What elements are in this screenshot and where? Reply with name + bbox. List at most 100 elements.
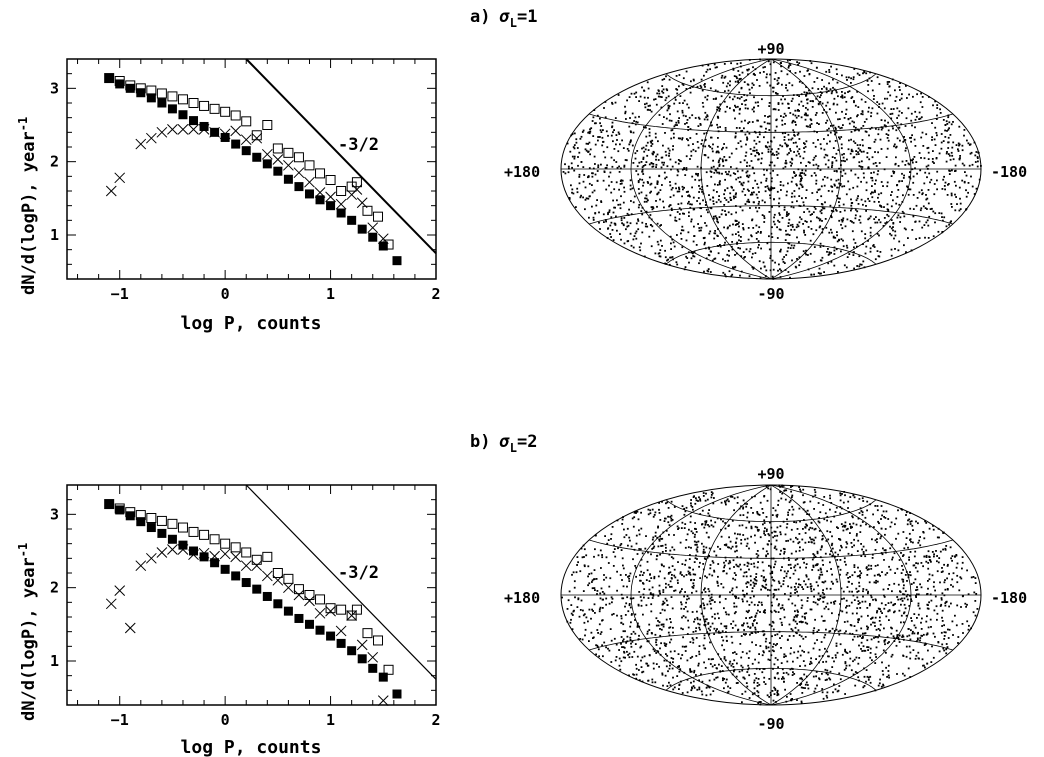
- source-dot: [875, 216, 877, 218]
- source-dot: [851, 120, 854, 123]
- source-dot: [668, 149, 671, 152]
- source-dot: [794, 614, 797, 617]
- source-dot: [618, 649, 620, 651]
- source-dot: [690, 257, 693, 260]
- source-dot: [624, 110, 627, 113]
- source-dot: [812, 159, 815, 161]
- source-dot: [921, 106, 924, 108]
- source-dot: [680, 607, 683, 610]
- source-dot: [936, 114, 938, 117]
- source-dot: [795, 116, 798, 119]
- source-dot: [652, 165, 655, 168]
- source-dot: [951, 154, 954, 157]
- source-dot: [687, 202, 689, 205]
- source-dot: [825, 104, 828, 107]
- source-dot: [880, 128, 883, 131]
- cross-point: [335, 625, 347, 637]
- source-dot: [614, 224, 617, 226]
- open-square-point: [351, 177, 362, 188]
- source-dot: [948, 169, 950, 172]
- source-dot: [950, 602, 952, 605]
- source-dot: [923, 555, 926, 558]
- source-dot: [702, 192, 705, 195]
- source-dot: [692, 208, 695, 211]
- source-dot: [650, 206, 653, 208]
- source-dot: [836, 81, 839, 84]
- source-dot: [737, 223, 739, 225]
- source-dot: [707, 156, 710, 159]
- source-dot: [681, 195, 683, 198]
- source-dot: [775, 118, 778, 121]
- cross-stroke: [346, 610, 358, 621]
- source-dot: [821, 203, 824, 206]
- source-dot: [827, 248, 829, 250]
- source-dot: [910, 140, 912, 143]
- source-dot: [672, 661, 674, 664]
- x-tick-label: 0: [221, 711, 230, 729]
- open-square-point: [272, 143, 283, 154]
- source-dot: [852, 140, 855, 143]
- source-dot: [667, 631, 670, 634]
- source-dot: [926, 662, 929, 665]
- source-dot: [657, 545, 660, 548]
- source-dot: [620, 179, 623, 182]
- source-dot: [762, 585, 765, 588]
- source-dot: [740, 65, 742, 68]
- open-square-point: [199, 529, 210, 540]
- source-dot: [652, 547, 655, 549]
- source-dot: [632, 246, 635, 249]
- source-dot: [578, 615, 581, 618]
- source-dot: [859, 570, 861, 573]
- source-dot: [656, 153, 659, 156]
- source-dot: [809, 214, 812, 216]
- source-dot: [805, 114, 808, 117]
- source-dot: [670, 129, 673, 132]
- source-dot: [909, 523, 912, 525]
- source-dot: [822, 581, 825, 584]
- source-dot: [835, 656, 837, 659]
- source-dot: [725, 173, 728, 176]
- source-dot: [760, 575, 763, 577]
- sigma-symbol-b: σ: [498, 432, 510, 452]
- source-dot: [705, 546, 708, 549]
- source-dot: [701, 509, 704, 512]
- source-dot: [862, 686, 865, 689]
- source-dot: [742, 575, 745, 578]
- source-dot: [727, 259, 729, 262]
- source-dot: [929, 181, 931, 184]
- source-dot: [601, 136, 604, 139]
- source-dot: [838, 672, 841, 675]
- source-dot: [654, 132, 657, 135]
- source-dot: [657, 252, 660, 255]
- source-dot: [836, 231, 838, 233]
- source-dot: [966, 603, 968, 606]
- source-dot: [864, 516, 867, 519]
- source-dot: [671, 607, 674, 610]
- panel-title-b: b) σL=2: [470, 432, 537, 455]
- source-dot: [710, 519, 712, 522]
- source-dot: [818, 678, 821, 681]
- source-dot: [694, 117, 697, 119]
- source-dot: [725, 678, 728, 681]
- source-dot: [694, 178, 697, 181]
- source-dot: [762, 512, 765, 514]
- source-dot: [603, 578, 605, 581]
- source-dot: [837, 118, 839, 121]
- source-dot: [777, 219, 779, 222]
- source-dot: [816, 564, 819, 566]
- source-dot: [677, 120, 680, 122]
- source-dot: [772, 699, 775, 702]
- source-dot: [736, 241, 738, 244]
- source-dot: [966, 620, 969, 623]
- source-dot: [630, 642, 632, 645]
- source-dot: [804, 169, 807, 172]
- source-dot: [838, 239, 840, 242]
- source-dot: [799, 205, 802, 207]
- source-dot: [944, 124, 947, 126]
- source-dot: [928, 573, 931, 576]
- source-dot: [594, 122, 596, 125]
- source-dot: [740, 86, 743, 89]
- source-dot: [775, 153, 778, 156]
- source-dot: [861, 600, 864, 603]
- source-dot: [645, 102, 648, 105]
